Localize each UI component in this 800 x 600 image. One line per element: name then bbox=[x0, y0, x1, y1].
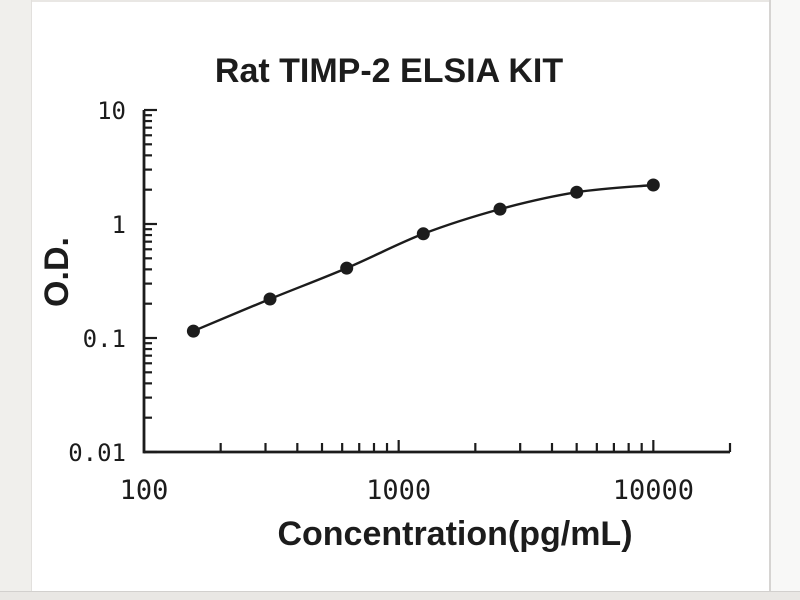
y-axis-title: O.D. bbox=[38, 237, 76, 307]
data-point-4 bbox=[416, 227, 430, 241]
page-right-margin bbox=[769, 0, 800, 600]
page-left-margin bbox=[0, 0, 32, 600]
page-bottom-margin bbox=[0, 591, 800, 600]
data-point-6 bbox=[570, 185, 584, 199]
x-tick-label-1000: 1000 bbox=[366, 475, 431, 506]
chart-title: Rat TIMP-2 ELSIA KIT bbox=[215, 52, 563, 90]
data-point-1 bbox=[186, 324, 200, 338]
x-axis-title: Concentration(pg/mL) bbox=[277, 515, 632, 553]
y-tick-label-1: 1 bbox=[112, 211, 126, 239]
y-tick-label-0.01: 0.01 bbox=[68, 439, 126, 467]
standard-curve-line bbox=[192, 183, 654, 333]
data-point-3 bbox=[340, 261, 354, 275]
y-tick-label-10: 10 bbox=[97, 97, 126, 125]
data-point-2 bbox=[263, 292, 277, 306]
y-tick-label-0.1: 0.1 bbox=[83, 325, 126, 353]
x-tick-label-10000: 10000 bbox=[613, 475, 694, 506]
x-tick-label-100: 100 bbox=[120, 475, 169, 506]
page-top-border bbox=[0, 0, 800, 2]
data-point-5 bbox=[493, 202, 507, 216]
data-point-7 bbox=[646, 178, 660, 192]
